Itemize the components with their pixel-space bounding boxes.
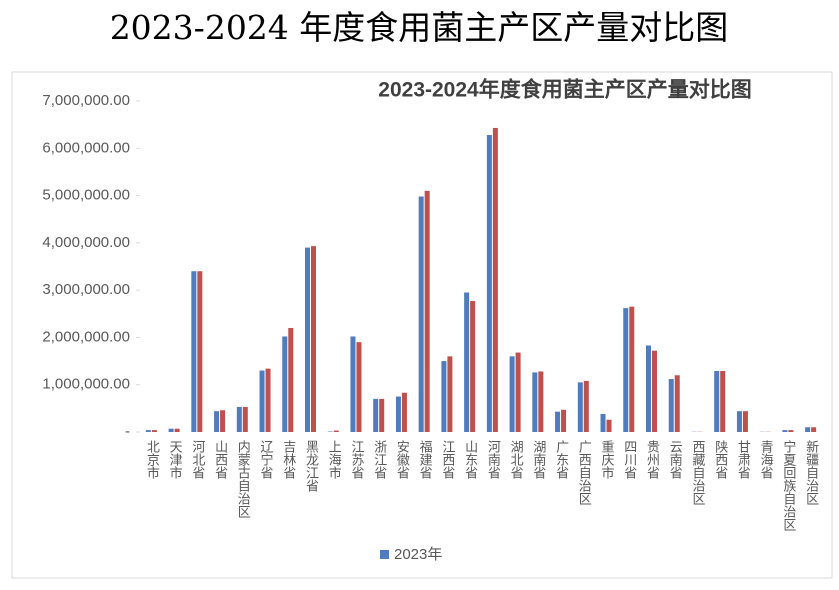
x-tick-label: 山东省: [462, 440, 478, 479]
legend-label: 2023年: [394, 546, 442, 563]
x-tick-label: 湖北省: [508, 440, 524, 479]
x-tick-label: 广东省: [553, 440, 569, 479]
x-tick-label: 湖南省: [530, 440, 546, 479]
bar: [516, 353, 521, 432]
bar: [623, 308, 628, 432]
bar: [396, 397, 401, 432]
bar: [629, 307, 634, 432]
x-tick-label: 江西省: [439, 440, 455, 479]
bar: [350, 336, 355, 432]
bar: [175, 429, 180, 432]
bar: [305, 248, 310, 432]
bar: [237, 407, 242, 432]
bar: [419, 197, 424, 432]
x-tick-label: 天津市: [167, 440, 183, 479]
bar: [601, 414, 606, 432]
bar: [266, 369, 271, 432]
y-tick-label: 6,000,000.00: [42, 139, 130, 156]
x-tick-label: 黑龙江省: [303, 440, 319, 492]
bar: [197, 271, 202, 432]
bar: [447, 356, 452, 432]
x-tick-label: 河北省: [189, 440, 205, 479]
page-heading: 2023-2024 年度食用菌主产区产量对比图: [110, 8, 729, 47]
legend-swatch: [380, 550, 389, 559]
bar: [714, 371, 719, 432]
bar: [561, 410, 566, 432]
bar: [334, 431, 339, 432]
bar: [441, 361, 446, 432]
chart-title: 2023-2024年度食用菌主产区产量对比图: [378, 78, 751, 102]
bar: [191, 271, 196, 432]
x-tick-label: 陕西省: [712, 440, 728, 479]
bar: [737, 411, 742, 432]
y-tick-label: 1,000,000.00: [42, 376, 130, 393]
bar: [464, 293, 469, 432]
y-tick-label: 4,000,000.00: [42, 234, 130, 251]
bar: [470, 301, 475, 432]
bar: [379, 399, 384, 432]
x-tick-label: 安徽省: [394, 440, 410, 479]
y-tick-label: 3,000,000.00: [42, 281, 130, 298]
bar: [260, 371, 265, 432]
x-tick-label: 贵州省: [644, 440, 660, 479]
bar: [782, 430, 787, 432]
bar: [720, 371, 725, 432]
x-tick-label: 广西自治区: [576, 440, 592, 505]
y-tick-label: 5,000,000.00: [42, 187, 130, 204]
bar: [282, 336, 287, 432]
bar: [487, 135, 492, 432]
bar: [214, 411, 219, 432]
x-tick-label: 江苏省: [348, 440, 364, 479]
bar: [152, 430, 157, 432]
bar: [646, 345, 651, 432]
y-tick-label: -: [125, 423, 130, 440]
x-tick-label: 甘肃省: [735, 440, 751, 479]
bar: [584, 381, 589, 432]
x-tick-label: 内蒙古自治区: [235, 439, 251, 518]
bar: [493, 128, 498, 432]
bar: [675, 375, 680, 432]
bar: [220, 410, 225, 432]
y-tick-label: 7,000,000.00: [42, 92, 130, 109]
x-tick-label: 北京市: [144, 440, 160, 479]
bar: [788, 430, 793, 432]
bar: [311, 246, 316, 432]
x-tick-label: 青海省: [758, 440, 774, 479]
bar: [578, 382, 583, 432]
bar: [743, 411, 748, 432]
bar: [243, 407, 248, 432]
bar: [373, 399, 378, 432]
bar: [607, 420, 612, 432]
x-tick-label: 重庆市: [599, 439, 615, 479]
bar: [669, 379, 674, 432]
bar: [425, 191, 430, 432]
bar: [169, 429, 174, 432]
x-tick-label: 四川省: [621, 440, 637, 479]
x-tick-label: 吉林省: [280, 440, 296, 479]
x-tick-label: 上海市: [326, 440, 342, 479]
x-tick-label: 福建省: [417, 440, 433, 479]
x-tick-label: 新疆自治区: [803, 439, 819, 505]
bar: [652, 351, 657, 432]
bar: [288, 328, 293, 432]
x-tick-label: 山西省: [212, 440, 228, 479]
bar: [805, 427, 810, 432]
x-tick-label: 辽宁省: [258, 440, 274, 479]
bar: [532, 372, 537, 432]
x-tick-label: 河南省: [485, 440, 501, 479]
y-tick-label: 2,000,000.00: [42, 328, 130, 345]
bar: [146, 430, 151, 432]
bar: [402, 393, 407, 432]
bar: [811, 427, 816, 432]
x-tick-label: 浙江省: [371, 440, 387, 479]
bar: [510, 356, 515, 432]
x-tick-label: 西藏自治区: [689, 440, 705, 505]
x-tick-label: 宁夏回族自治区: [780, 439, 796, 531]
bar: [555, 412, 560, 432]
x-tick-label: 云南省: [667, 440, 683, 479]
bar: [356, 342, 361, 432]
bar: [538, 371, 543, 432]
